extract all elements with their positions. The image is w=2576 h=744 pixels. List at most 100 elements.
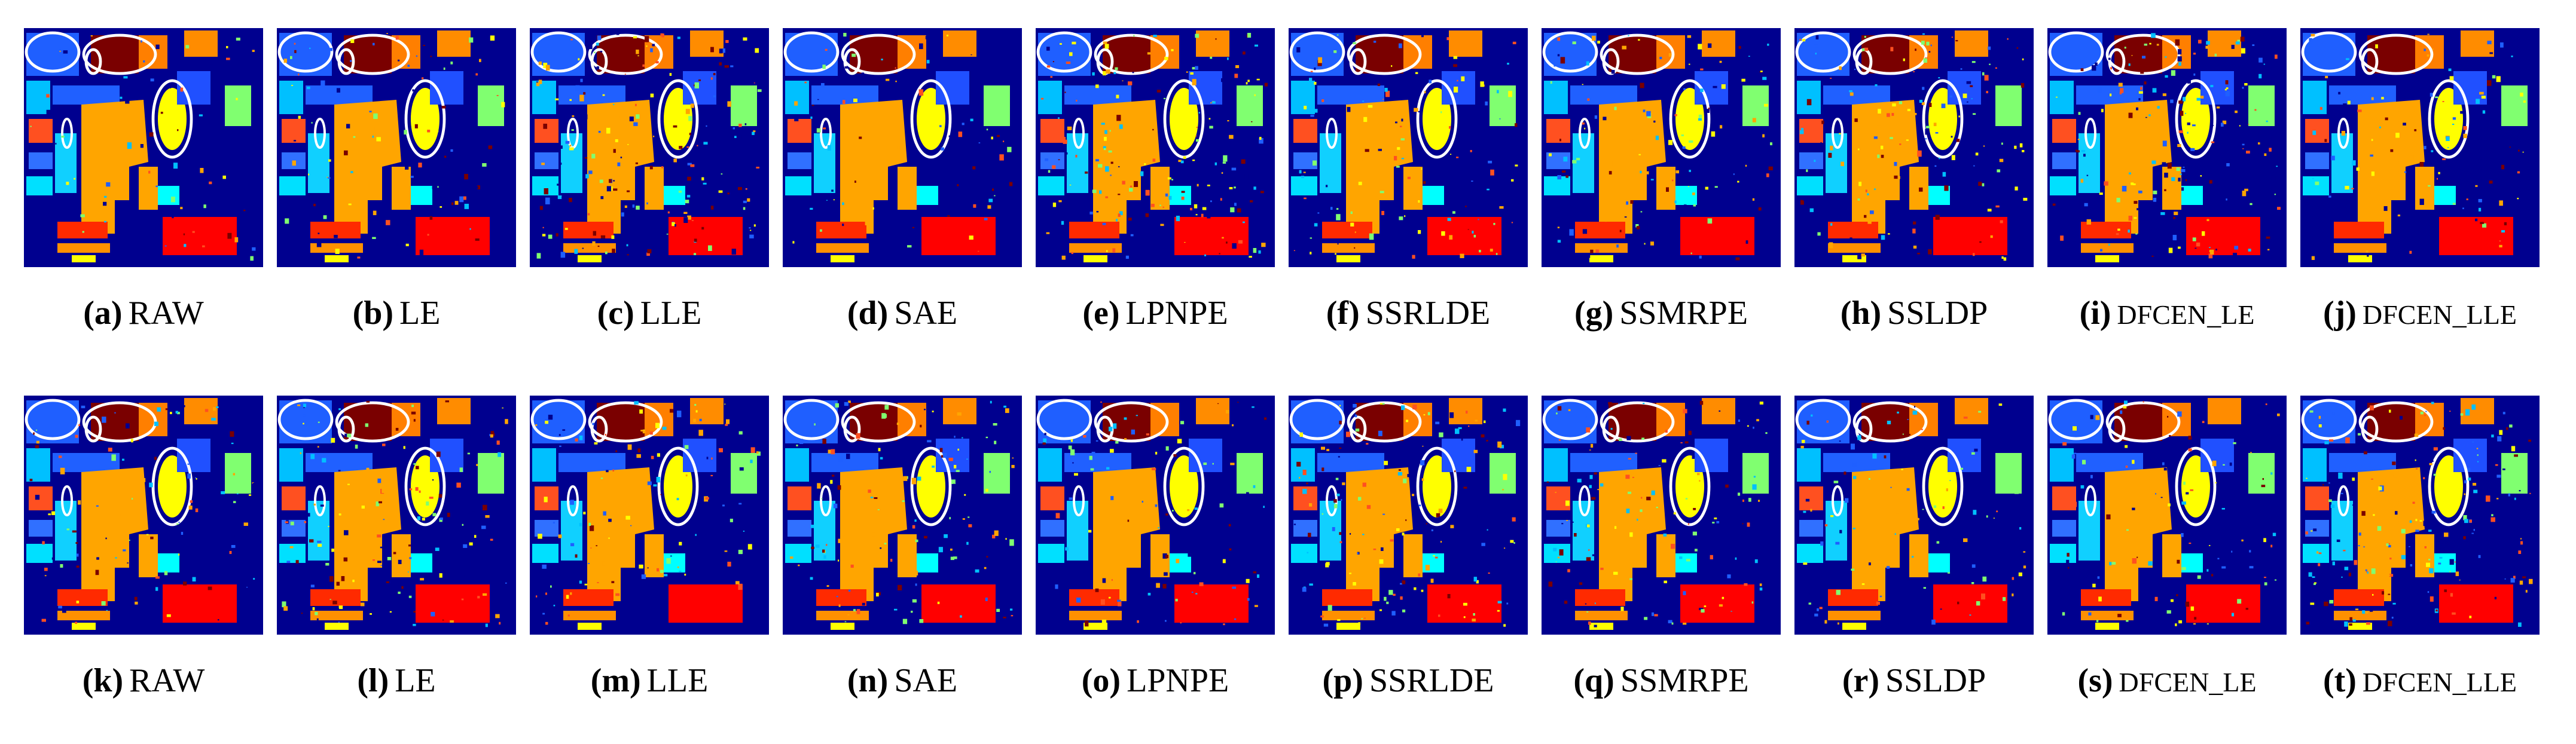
panel: (l) LE — [271, 396, 522, 699]
panel: (d) SAE — [777, 28, 1028, 332]
caption: (b) LE — [265, 294, 528, 332]
panel-label: DFCEN_LE — [2117, 299, 2255, 330]
classification-map — [783, 396, 1022, 635]
panel: (s) DFCEN_LE — [2041, 396, 2293, 699]
map-noise — [1546, 400, 1768, 627]
classification-map — [277, 28, 516, 267]
panel-label: SSLDP — [1885, 662, 1986, 699]
map-noise — [1293, 402, 1521, 627]
panel: (f) SSRLDE — [1283, 28, 1534, 332]
caption: (f) SSRLDE — [1277, 294, 1540, 332]
panel-letter: (j) — [2322, 295, 2357, 332]
panel-letter: (g) — [1574, 295, 1614, 332]
map-base — [530, 396, 769, 635]
classification-map — [1036, 396, 1275, 635]
panel-letter: (f) — [1326, 295, 1360, 332]
map-noise — [282, 400, 508, 627]
panel-label: SSLDP — [1887, 295, 1988, 332]
map-noise — [2052, 33, 2281, 259]
map-noise — [29, 405, 257, 624]
classification-map — [1289, 396, 1528, 635]
panel-letter: (a) — [83, 295, 123, 332]
panel-letter: (m) — [590, 662, 641, 699]
panel: (c) LLE — [524, 28, 775, 332]
map-base — [1036, 28, 1275, 267]
classification-map — [1542, 28, 1781, 267]
panel-letter: (o) — [1081, 662, 1121, 699]
map-noise — [535, 401, 761, 625]
panel-letter: (r) — [1842, 662, 1880, 699]
panel: (h) SSLDP — [1788, 28, 2040, 332]
panel-label: RAW — [128, 295, 204, 332]
panel: (j) DFCEN_LLE — [2294, 28, 2546, 332]
panel-label: DFCEN_LLE — [2362, 667, 2517, 697]
panel-letter: (i) — [2079, 295, 2111, 332]
map-noise — [30, 35, 256, 261]
caption: (t) DFCEN_LLE — [2288, 662, 2551, 700]
map-base — [1542, 396, 1781, 635]
map-base — [24, 396, 263, 635]
caption: (e) LPNPE — [1024, 294, 1287, 332]
map-noise — [2305, 402, 2533, 627]
map-base — [2300, 396, 2540, 635]
panel: (g) SSMRPE — [1536, 28, 1787, 332]
panel: (k) RAW — [18, 396, 269, 699]
panel: (i) DFCEN_LE — [2041, 28, 2293, 332]
caption: (i) DFCEN_LE — [2035, 294, 2299, 332]
panel-label: SAE — [894, 295, 958, 332]
map-noise — [1800, 403, 2026, 625]
panel: (n) SAE — [777, 396, 1028, 699]
classification-map — [2047, 396, 2287, 635]
panel: (q) SSMRPE — [1536, 396, 1787, 699]
classification-map — [2047, 28, 2287, 267]
classification-map — [783, 28, 1022, 267]
panel-label: RAW — [129, 662, 205, 699]
panel: (e) LPNPE — [1030, 28, 1281, 332]
panel: (a) RAW — [18, 28, 269, 332]
classification-map — [277, 396, 516, 635]
map-base — [530, 28, 769, 267]
panel: (o) LPNPE — [1030, 396, 1281, 699]
map-noise — [1040, 33, 1268, 260]
map-noise — [1042, 402, 1267, 627]
classification-map — [2300, 28, 2540, 267]
panel-label: SAE — [894, 662, 958, 699]
caption: (c) LLE — [518, 294, 781, 332]
panel-label: SSMRPE — [1619, 295, 1748, 332]
panel-label: SSRLDE — [1365, 295, 1491, 332]
panel-letter: (e) — [1082, 295, 1120, 332]
panel-label: LE — [395, 662, 436, 699]
panel-letter: (d) — [847, 295, 889, 332]
map-noise — [792, 33, 1013, 252]
panel-letter: (l) — [357, 662, 389, 699]
map-noise — [788, 400, 1015, 624]
map-base — [2047, 28, 2287, 267]
caption: (l) LE — [265, 662, 528, 700]
map-noise — [1799, 33, 2028, 261]
map-base — [1289, 28, 1528, 267]
map-base — [277, 396, 516, 635]
caption: (o) LPNPE — [1024, 662, 1287, 700]
panel-label: LPNPE — [1125, 295, 1228, 332]
map-base — [1542, 28, 1781, 267]
classification-map — [1289, 28, 1528, 267]
panel-label: LPNPE — [1127, 662, 1229, 699]
panel-letter: (k) — [82, 662, 124, 699]
map-noise — [535, 33, 762, 259]
panel-letter: (h) — [1840, 295, 1882, 332]
panel-letter: (n) — [847, 662, 889, 699]
caption: (r) SSLDP — [1783, 662, 2046, 700]
panel-label: LE — [399, 295, 441, 332]
classification-map — [530, 28, 769, 267]
caption: (m) LLE — [518, 662, 781, 700]
panel-letter: (q) — [1573, 662, 1614, 699]
map-base — [24, 28, 263, 267]
panel-label: SSRLDE — [1369, 662, 1494, 699]
classification-map — [1542, 396, 1781, 635]
panel-letter: (t) — [2322, 662, 2357, 699]
caption: (p) SSRLDE — [1277, 662, 1540, 700]
classification-map — [530, 396, 769, 635]
map-noise — [1293, 34, 1518, 259]
panel-label: LLE — [640, 295, 702, 332]
